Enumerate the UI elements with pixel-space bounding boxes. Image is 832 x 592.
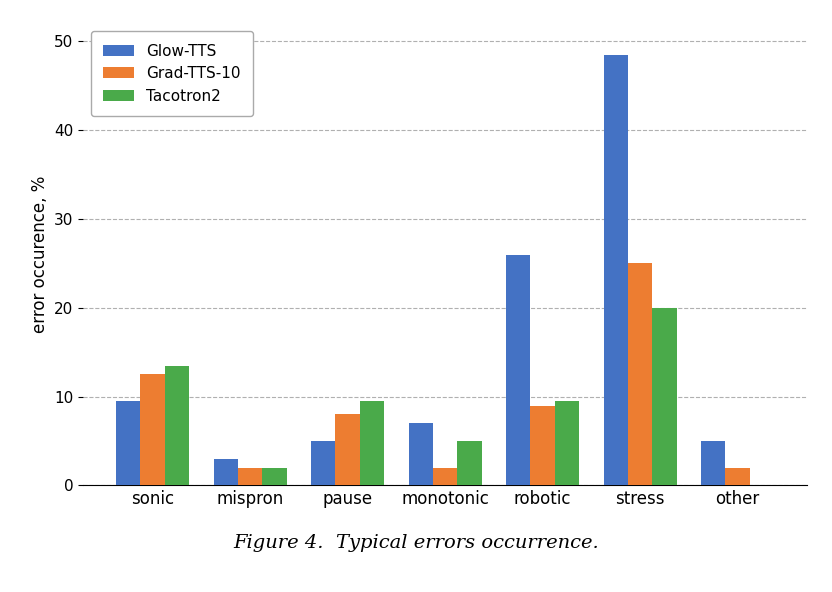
- Bar: [701, 441, 726, 485]
- Bar: [409, 423, 433, 485]
- Bar: [726, 468, 750, 485]
- Bar: [141, 374, 165, 485]
- Bar: [628, 263, 652, 485]
- Bar: [555, 401, 579, 485]
- Bar: [531, 406, 555, 485]
- Text: Figure 4.  Typical errors occurrence.: Figure 4. Typical errors occurrence.: [233, 534, 599, 552]
- Bar: [238, 468, 262, 485]
- Bar: [433, 468, 458, 485]
- Bar: [335, 414, 359, 485]
- Bar: [359, 401, 384, 485]
- Bar: [311, 441, 335, 485]
- Y-axis label: error occurence, %: error occurence, %: [31, 176, 48, 333]
- Bar: [506, 255, 531, 485]
- Bar: [165, 365, 189, 485]
- Bar: [652, 308, 676, 485]
- Legend: Glow-TTS, Grad-TTS-10, Tacotron2: Glow-TTS, Grad-TTS-10, Tacotron2: [91, 31, 253, 116]
- Bar: [458, 441, 482, 485]
- Bar: [116, 401, 141, 485]
- Bar: [603, 54, 628, 485]
- Bar: [262, 468, 287, 485]
- Bar: [214, 459, 238, 485]
